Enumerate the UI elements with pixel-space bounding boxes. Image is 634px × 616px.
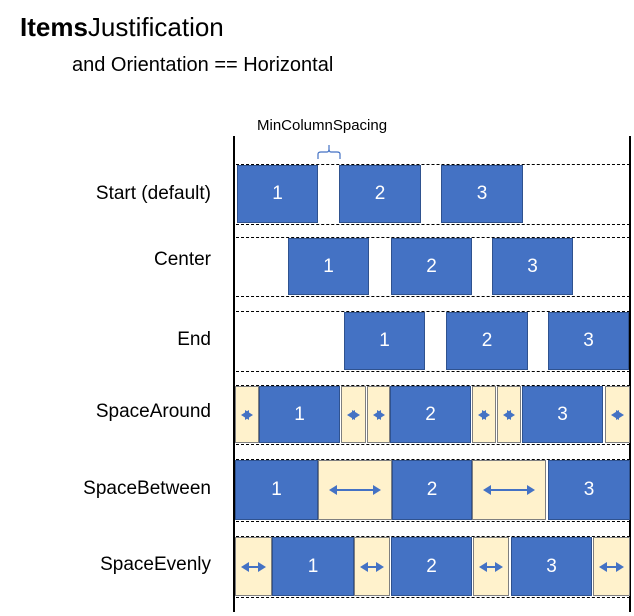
row-label: End xyxy=(177,329,211,350)
double-arrow-icon xyxy=(329,485,381,495)
row-label: Center xyxy=(153,249,211,270)
row-bottom-boundary xyxy=(236,597,630,598)
item-label: 3 xyxy=(583,330,594,351)
row-top-boundary xyxy=(236,459,630,460)
item-label: 1 xyxy=(307,555,319,577)
item-box: 2 xyxy=(391,238,472,295)
double-arrow-icon xyxy=(347,409,360,420)
spacing-region xyxy=(235,386,259,443)
item-label: 1 xyxy=(323,255,334,277)
double-arrow-icon xyxy=(599,561,624,572)
row-label: SpaceAround xyxy=(95,401,211,422)
row-label: SpaceEvenly xyxy=(100,554,211,575)
min-column-spacing-label: MinColumnSpacing xyxy=(257,117,388,134)
item-box: 2 xyxy=(446,312,528,370)
row-label: SpaceBetween xyxy=(83,478,211,499)
brace-icon xyxy=(317,145,341,159)
subtitle: and Orientation == Horizontal xyxy=(72,54,334,76)
spacing-region xyxy=(593,537,630,596)
row-bottom-boundary xyxy=(236,224,630,225)
row-top-boundary xyxy=(236,237,630,238)
item-box: 1 xyxy=(344,312,425,370)
item-label: 3 xyxy=(546,555,557,577)
row-top-boundary xyxy=(236,385,630,386)
double-arrow-icon xyxy=(241,409,253,420)
item-label: 3 xyxy=(527,255,538,277)
item-box: 3 xyxy=(548,312,629,370)
item-label: 3 xyxy=(476,183,488,204)
spacing-region xyxy=(367,386,390,443)
spacing-region xyxy=(472,386,496,443)
item-label: 2 xyxy=(374,183,386,204)
double-arrow-icon xyxy=(479,561,503,572)
item-label: 2 xyxy=(426,555,437,577)
double-arrow-icon xyxy=(241,561,266,572)
item-label: 3 xyxy=(557,403,568,425)
row-top-boundary xyxy=(236,164,630,165)
double-arrow-icon xyxy=(611,409,624,420)
spacing-region xyxy=(473,537,509,596)
item-box: 3 xyxy=(441,165,523,223)
row-bottom-boundary xyxy=(236,444,630,445)
item-label: 1 xyxy=(272,183,283,204)
item-box: 3 xyxy=(548,460,630,520)
title-bold: Items xyxy=(20,12,88,42)
item-label: 2 xyxy=(481,330,493,351)
item-box: 2 xyxy=(391,537,472,596)
title-rest: Justification xyxy=(87,12,224,42)
row-bottom-boundary xyxy=(236,521,630,522)
spacing-region xyxy=(341,386,366,443)
item-box: 1 xyxy=(288,238,369,295)
spacing-region xyxy=(235,537,272,596)
row-label: Start (default) xyxy=(95,183,211,204)
item-label: 2 xyxy=(425,403,436,425)
item-box: 1 xyxy=(237,165,318,223)
double-arrow-icon xyxy=(503,409,515,420)
spacing-region xyxy=(605,386,630,443)
container-right-edge xyxy=(629,136,631,612)
spacing-region xyxy=(354,537,390,596)
container-left-edge xyxy=(233,136,235,612)
item-box: 2 xyxy=(390,386,471,443)
spacing-region xyxy=(472,460,546,520)
item-box: 1 xyxy=(259,386,340,443)
item-label: 1 xyxy=(271,479,282,500)
item-box: 3 xyxy=(492,238,573,295)
row-top-boundary xyxy=(236,311,630,312)
item-box: 2 xyxy=(392,460,472,520)
item-label: 2 xyxy=(426,255,437,277)
title: ItemsJustification xyxy=(20,12,224,43)
item-label: 3 xyxy=(583,479,595,500)
item-box: 2 xyxy=(339,165,421,223)
item-label: 1 xyxy=(379,330,390,351)
double-arrow-icon xyxy=(478,409,490,420)
spacing-region xyxy=(497,386,521,443)
item-label: 2 xyxy=(426,479,438,500)
double-arrow-icon xyxy=(372,409,385,420)
row-bottom-boundary xyxy=(236,371,630,372)
double-arrow-icon xyxy=(360,561,384,572)
row-bottom-boundary xyxy=(236,296,630,297)
item-box: 1 xyxy=(272,537,354,596)
item-box: 3 xyxy=(511,537,592,596)
item-box: 1 xyxy=(235,460,318,520)
item-box: 3 xyxy=(522,386,603,443)
row-top-boundary xyxy=(236,536,630,537)
spacing-region xyxy=(318,460,392,520)
double-arrow-icon xyxy=(483,485,535,495)
item-label: 1 xyxy=(294,403,305,425)
